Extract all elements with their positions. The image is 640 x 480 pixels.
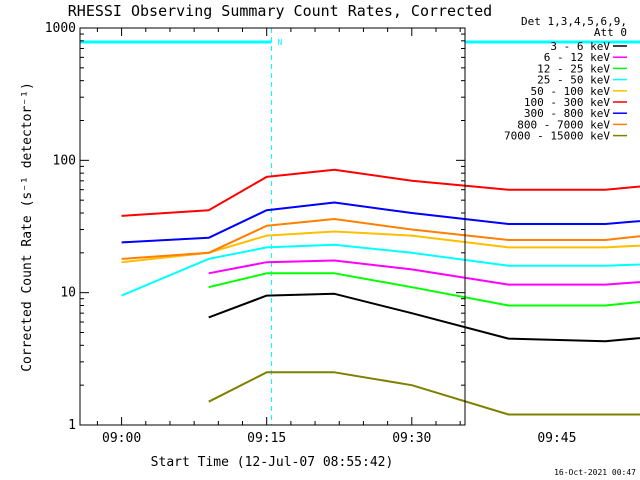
legend-label: 7000 - 15000 keV [504, 130, 610, 143]
x-tick-label: 09:45 [537, 431, 576, 446]
series-line-8 [209, 339, 640, 415]
chart-title: RHESSI Observing Summary Count Rates, Co… [68, 2, 492, 20]
legend-header: Att 0 [594, 26, 627, 39]
y-tick-label: 1 [68, 418, 76, 433]
y-tick-label: 1000 [45, 21, 76, 36]
flag-label: N [278, 38, 283, 47]
series-line-4 [122, 163, 640, 262]
plot-frame [80, 28, 465, 425]
series-line-1 [209, 236, 640, 285]
x-axis-label: Start Time (12-Jul-07 08:55:42) [151, 455, 394, 470]
timestamp: 16-Oct-2021 00:47 [554, 468, 636, 477]
series-line-3 [122, 170, 640, 296]
x-tick-label: 09:30 [392, 431, 431, 446]
series-line-6 [122, 177, 640, 243]
x-tick-label: 09:00 [102, 431, 141, 446]
y-tick-label: 10 [60, 286, 76, 301]
y-axis-label: Corrected Count Rate (s⁻¹ detector⁻¹) [20, 82, 35, 372]
y-tick-label: 100 [53, 153, 76, 168]
x-tick-label: 09:15 [247, 431, 286, 446]
